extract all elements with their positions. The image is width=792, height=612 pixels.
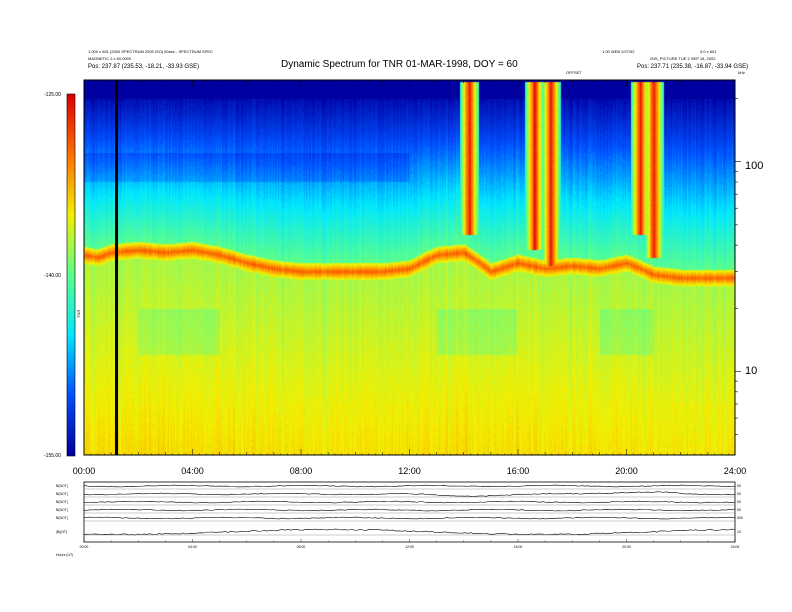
header-info-left-2: MAGNETIC 2 x 60,0000 bbox=[88, 56, 132, 61]
offset-label: OFFSET bbox=[566, 70, 582, 75]
mag-row-right-tick: 500 bbox=[737, 516, 743, 520]
x-tick-label: 20:00 bbox=[615, 466, 638, 476]
x-tick-label: 24:00 bbox=[723, 466, 747, 476]
y-tick-100: 100 bbox=[745, 160, 764, 172]
mag-row-right-tick: 50 bbox=[737, 508, 741, 512]
mag-series-line bbox=[83, 500, 736, 504]
mag-series-line bbox=[83, 491, 736, 497]
mag-row-right-tick: 50 bbox=[737, 484, 741, 488]
mag-x-tick-label: 08:00 bbox=[296, 545, 306, 549]
mag-series-line bbox=[83, 528, 736, 536]
mag-row-right-tick: 50 bbox=[737, 492, 741, 496]
mag-x-tick-label: 00:00 bbox=[79, 545, 89, 549]
unit-khz-label: kHz bbox=[738, 70, 745, 75]
mag-row-right-tick: 50 bbox=[737, 500, 741, 504]
x-tick-label: 00:00 bbox=[72, 466, 96, 476]
spectrogram-heatmap bbox=[84, 80, 735, 455]
header-position-right: Pos: 237.71 (235.38, -16.87, -33.94 GSE) bbox=[637, 64, 749, 70]
mag-x-tick-label: 12:00 bbox=[405, 545, 414, 549]
header-info-right-2: 0.0 x 601 bbox=[700, 49, 717, 54]
mag-row-label: B(NOT) bbox=[56, 516, 69, 520]
header-info-right-1: 1.00 WEB 2/27/02 bbox=[602, 49, 635, 54]
mag-series-line bbox=[83, 516, 736, 520]
mag-x-tick-label: 16:00 bbox=[513, 545, 523, 549]
chart-title: Dynamic Spectrum for TNR 01-MAR-1998, DO… bbox=[281, 59, 518, 70]
colorbar-tick-bottom: -155.00 bbox=[44, 453, 61, 459]
colorbar bbox=[67, 94, 75, 456]
footer-label: Hours (UT) bbox=[56, 553, 74, 557]
mag-series-line bbox=[83, 508, 736, 512]
header-info-right-3: ISIS_PICTURE TUE 2 SEP 18, 2002 bbox=[650, 56, 716, 61]
mag-row-label: B(NOT) bbox=[56, 508, 69, 512]
y-tick-10: 10 bbox=[745, 365, 758, 377]
mag-x-tick-label: 20:00 bbox=[622, 545, 631, 549]
header-info-left-1: 1.000 x 601 (2000 SPECTRUM 2000 ISO) 60s… bbox=[88, 49, 213, 54]
mag-row-label: |B|(NT) bbox=[56, 530, 68, 534]
mag-row-right-tick: 10 bbox=[737, 530, 741, 534]
colorbar-tick-top: -125.00 bbox=[44, 92, 61, 98]
x-tick-label: 12:00 bbox=[398, 466, 421, 476]
x-tick-label: 04:00 bbox=[181, 466, 204, 476]
plot-frame bbox=[83, 79, 736, 456]
x-tick-label: 16:00 bbox=[506, 466, 530, 476]
colorbar-tick-mid: -140.00 bbox=[44, 273, 61, 279]
mag-row-label: B(NOT) bbox=[56, 484, 69, 488]
x-tick-label: 08:00 bbox=[289, 466, 313, 476]
mag-series-line bbox=[83, 484, 736, 488]
mag-row-label: B(NOT) bbox=[56, 500, 69, 504]
colorbar-frame bbox=[66, 93, 76, 457]
mag-panel-frame bbox=[83, 481, 736, 543]
mag-row-label: B(NOT) bbox=[56, 492, 69, 496]
header-position-left: Pos: 237.87 (235.53, -18.21, -33.93 GSE) bbox=[88, 64, 200, 70]
mag-x-tick-label: 24:00 bbox=[730, 545, 740, 549]
mag-x-tick-label: 04:00 bbox=[188, 545, 197, 549]
